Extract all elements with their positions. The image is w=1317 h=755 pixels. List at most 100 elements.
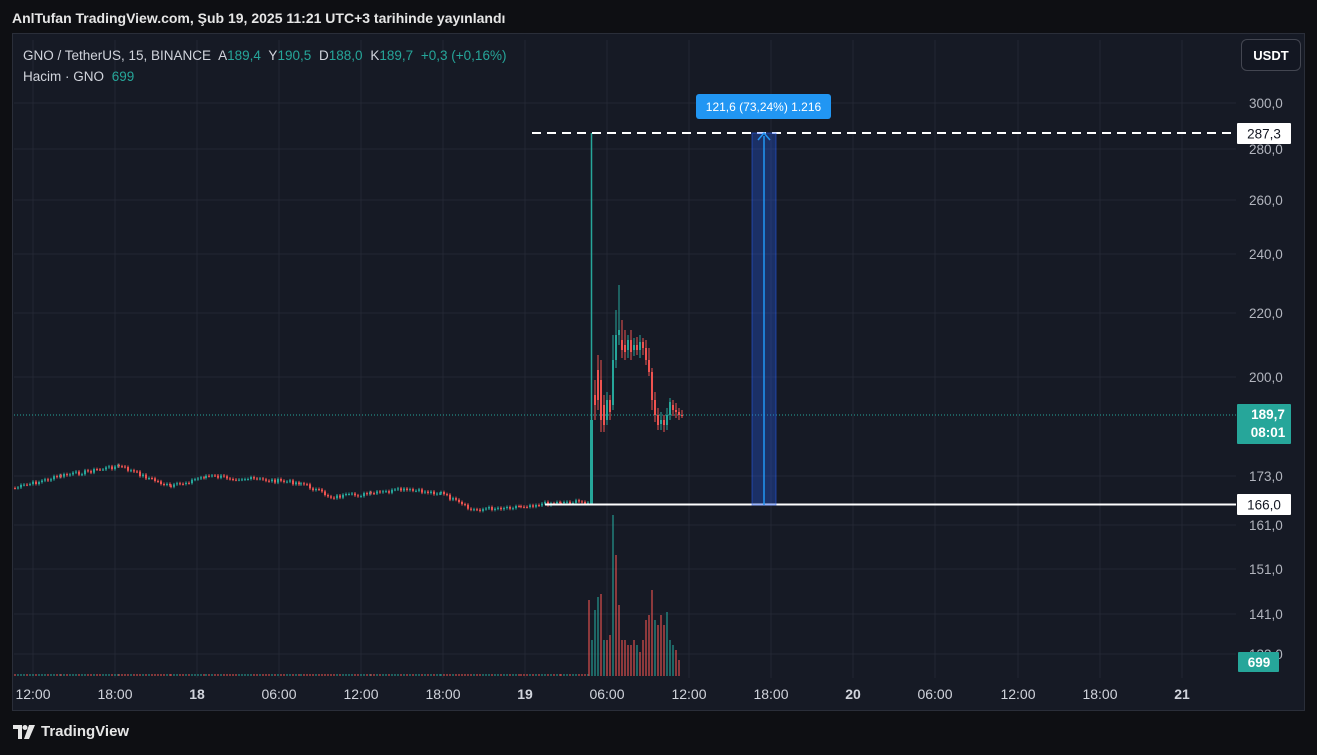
volume-bar (669, 640, 671, 676)
candle-body (648, 360, 650, 372)
candle-body (633, 345, 635, 350)
price-tick-label: 240,0 (1249, 247, 1283, 262)
volume-bar (541, 674, 543, 676)
time-tick-label: 18:00 (425, 686, 460, 702)
candle-body (241, 479, 243, 481)
time-tick-label: 12:00 (1000, 686, 1035, 702)
volume-bar (563, 674, 565, 676)
volume-bar (376, 674, 378, 676)
candle-body (581, 501, 583, 503)
price-tick-label: 280,0 (1249, 142, 1283, 157)
candle-body (41, 480, 43, 483)
volume-bar (612, 515, 614, 676)
volume-bar (93, 674, 95, 676)
candle-body (388, 491, 390, 493)
tradingview-logo[interactable]: TradingView (13, 723, 129, 740)
volume-bar (250, 674, 252, 676)
candle-body (479, 509, 481, 511)
volume-bar (357, 674, 359, 676)
candle-body (244, 479, 246, 481)
volume-bar (351, 674, 353, 676)
volume-bar (461, 674, 463, 676)
volume-bar (403, 674, 405, 676)
low-key: D (319, 48, 329, 63)
candles (14, 133, 683, 513)
volume-bar (581, 674, 583, 676)
volume-bar (470, 674, 472, 676)
volume-bar (452, 674, 454, 676)
volume-bar (217, 674, 219, 676)
volume-bar (354, 674, 356, 676)
volume-bar (654, 620, 656, 676)
candle-body (569, 501, 571, 504)
volume-bar (526, 674, 528, 676)
volume-bar (418, 674, 420, 676)
volume-bar (333, 674, 335, 676)
candle-body (360, 496, 362, 498)
candle-body (503, 508, 505, 510)
candle-body (464, 504, 466, 506)
candle-body (678, 412, 680, 415)
candle-body (497, 507, 499, 509)
candle-body (660, 420, 662, 424)
volume-bar (298, 674, 300, 676)
volume-bar (205, 674, 207, 676)
volume-bar (458, 674, 460, 676)
price-tick-label: 151,0 (1249, 562, 1283, 577)
price-tick-label: 300,0 (1249, 96, 1283, 111)
candle-body (397, 488, 399, 490)
candle-body (268, 480, 270, 482)
current-price-badge (1237, 404, 1291, 444)
volume-bar (621, 640, 623, 676)
volume-bar (415, 674, 417, 676)
candle-body (283, 480, 285, 482)
volume-bar (575, 674, 577, 676)
candle-body (446, 494, 448, 496)
volume-bar (600, 594, 602, 676)
candle-body (289, 480, 291, 482)
volume-bar (63, 674, 65, 676)
volume-bar (154, 674, 156, 676)
tradingview-logo-icon (13, 724, 35, 739)
currency-button[interactable]: USDT (1241, 39, 1301, 71)
candle-body (298, 482, 300, 485)
volume-bar (262, 674, 264, 676)
volume-bar (657, 625, 659, 676)
candle-body (532, 505, 534, 507)
candle-body (566, 501, 568, 503)
candle-body (179, 483, 181, 485)
price-tick-label: 173,0 (1249, 469, 1283, 484)
candle-body (35, 481, 37, 485)
volume-bar (406, 674, 408, 676)
volume-bar (467, 674, 469, 676)
candle-body (612, 360, 614, 405)
candle-body (439, 493, 441, 495)
candle-body (657, 415, 659, 425)
candle-body (461, 501, 463, 505)
candle-body (90, 471, 92, 473)
volume-bar (72, 674, 74, 676)
volume-bar (594, 610, 596, 676)
volume-bar (265, 674, 267, 676)
high-value: 190,5 (277, 48, 312, 63)
candle-body (99, 469, 101, 471)
candle-body (60, 475, 62, 477)
volume-bar (130, 674, 132, 676)
candle-body (600, 380, 602, 420)
volume-bar (473, 674, 475, 676)
measure-label: 121,6 (73,24%) 1.216 (706, 100, 822, 114)
close-value: 189,7 (379, 48, 414, 63)
candle-body (235, 479, 237, 481)
measure-label-box (696, 94, 831, 119)
volume-bar (286, 674, 288, 676)
candle-body (412, 489, 414, 491)
volume-bar (491, 674, 493, 676)
volume-bar (363, 674, 365, 676)
candle-body (559, 501, 561, 504)
candle-body (494, 508, 496, 510)
candle-body (318, 489, 320, 491)
candle-body (203, 477, 205, 479)
volume-bar (35, 674, 37, 676)
candle-body (482, 509, 484, 511)
